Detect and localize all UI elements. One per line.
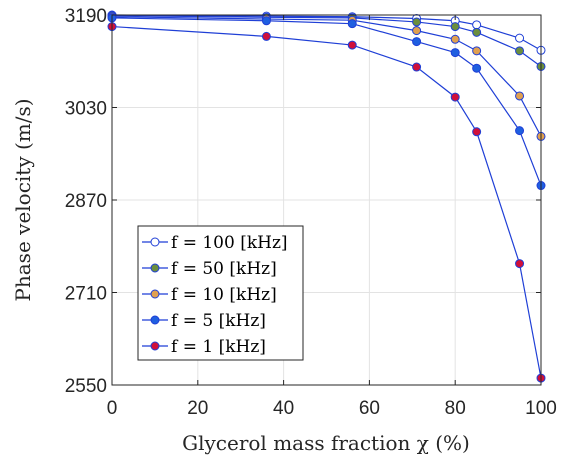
legend-marker (150, 263, 160, 273)
data-point (450, 48, 460, 58)
data-point (515, 91, 525, 101)
legend-marker (150, 289, 160, 299)
data-point (412, 37, 422, 47)
data-point (515, 46, 525, 56)
y-tick-label: 2550 (65, 376, 107, 397)
y-tick-label: 3190 (65, 6, 107, 27)
legend-box (137, 225, 304, 361)
data-point (347, 19, 357, 29)
x-tick-label: 80 (445, 398, 466, 419)
x-tick-label: 20 (187, 398, 208, 419)
y-tick-label: 2870 (65, 191, 107, 212)
series-lines (111, 14, 542, 379)
legend-label: f = 100 [kHz] (171, 233, 288, 253)
series-line-4 (111, 25, 542, 379)
x-axis-title: Glycerol mass fraction χ (%) (182, 431, 470, 455)
legend-label: f = 5 [kHz] (171, 311, 266, 331)
data-point (412, 62, 422, 72)
y-tick-label: 3030 (65, 99, 107, 120)
legend-marker (150, 315, 160, 325)
data-point (412, 17, 422, 27)
axis-ticks (111, 14, 542, 386)
data-point (412, 26, 422, 36)
series-line-1 (111, 14, 542, 67)
data-point (515, 33, 525, 43)
legend: f = 100 [kHz] f = 50 [kHz] f = 10 [kHz] f =… (137, 225, 304, 361)
tick-labels: 0 20 40 60 80 100 2550 2710 2870 3030 3190 (65, 6, 557, 419)
data-point (450, 34, 460, 44)
series-line-0 (111, 14, 542, 51)
data-point (472, 63, 482, 73)
x-tick-label: 60 (359, 398, 380, 419)
y-axis-title: Phase velocity (m/s) (11, 98, 35, 301)
data-point (450, 22, 460, 32)
series-line-2 (111, 16, 542, 137)
data-point (472, 27, 482, 37)
data-point (261, 16, 271, 26)
y-tick-label: 2710 (65, 284, 107, 305)
data-point (450, 92, 460, 102)
data-point (261, 31, 271, 41)
x-tick-label: 100 (525, 398, 557, 419)
data-point (472, 127, 482, 137)
legend-label: f = 1 [kHz] (171, 337, 266, 357)
data-point (515, 259, 525, 269)
data-point (472, 46, 482, 56)
legend-label: f = 50 [kHz] (171, 259, 277, 279)
x-tick-label: 40 (273, 398, 294, 419)
series-line-3 (111, 17, 542, 186)
legend-marker (150, 237, 160, 247)
legend-marker (150, 341, 160, 351)
data-point (347, 40, 357, 50)
data-point (515, 126, 525, 136)
x-tick-label: 0 (107, 398, 118, 419)
legend-label: f = 10 [kHz] (171, 285, 277, 305)
data-point (472, 20, 482, 30)
